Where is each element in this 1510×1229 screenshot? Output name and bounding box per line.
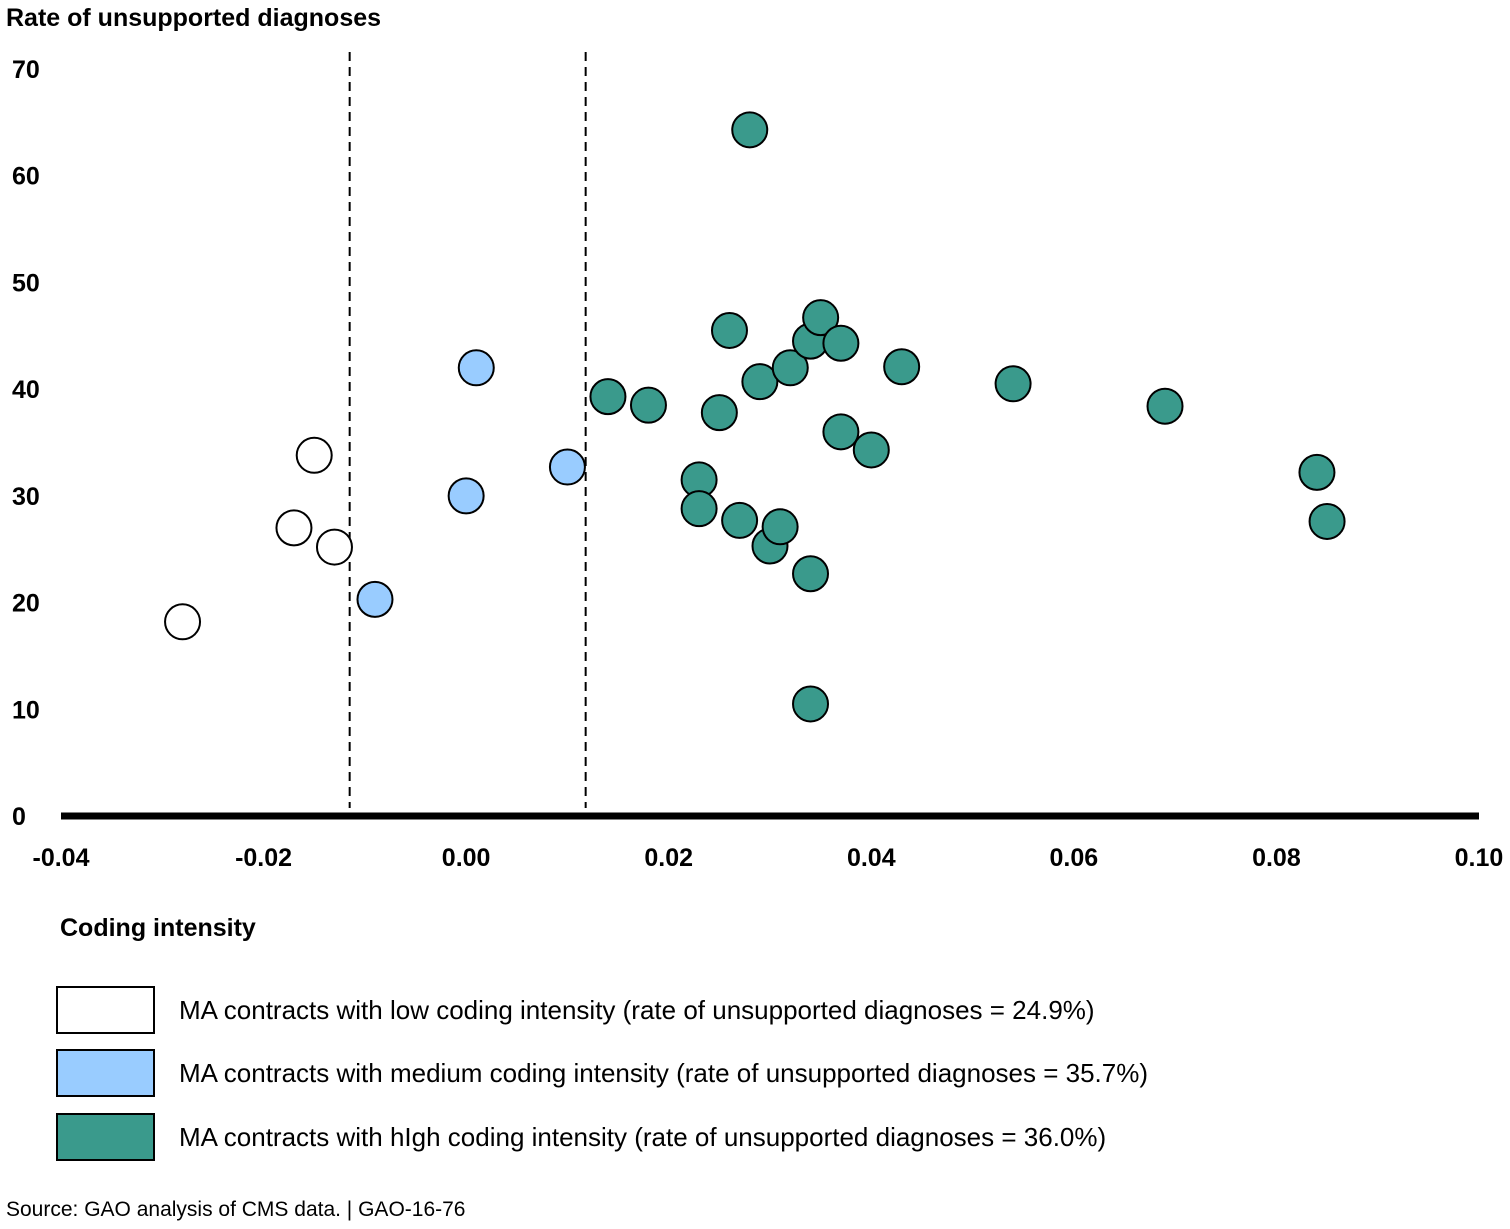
x-tick-label: -0.04 [33, 844, 90, 872]
point-high [1146, 387, 1184, 425]
scatter-chart: 0 10 20 30 40 50 60 70 -0.04 -0.02 0.00 0.02 0.04 0.… [12, 52, 1504, 872]
point-high [589, 378, 627, 416]
threshold-lines [348, 52, 587, 808]
point-medium [457, 349, 495, 387]
legend-item-medium: MA contracts with medium coding intensit… [56, 1048, 1148, 1098]
point-high [792, 555, 830, 593]
legend-item-low: MA contracts with low coding intensity (… [56, 985, 1095, 1035]
x-axis-ticks: -0.04 -0.02 0.00 0.02 0.04 0.06 0.08 0.10 [33, 844, 1504, 872]
source-note: Source: GAO analysis of CMS data. | GAO-… [6, 1198, 466, 1221]
x-tick-label: 0.00 [442, 844, 491, 872]
y-tick-label: 0 [12, 803, 26, 831]
point-high [852, 431, 890, 469]
y-axis-title: Rate of unsupported diagnoses [6, 4, 382, 32]
legend-swatch-low [56, 986, 155, 1034]
point-high [731, 111, 769, 149]
x-tick-label: -0.02 [235, 844, 292, 872]
y-tick-label: 50 [12, 269, 40, 297]
point-high [629, 386, 667, 424]
legend-label-low: MA contracts with low coding intensity (… [179, 994, 1095, 1025]
point-medium [447, 477, 485, 515]
y-tick-label: 30 [12, 483, 40, 511]
x-tick-label: 0.08 [1252, 844, 1301, 872]
point-low [164, 603, 202, 641]
point-low [275, 509, 313, 547]
y-tick-label: 40 [12, 376, 40, 404]
x-tick-label: 0.10 [1455, 844, 1504, 872]
legend-label-medium: MA contracts with medium coding intensit… [179, 1057, 1149, 1088]
point-high [802, 299, 840, 337]
point-medium [548, 448, 586, 486]
y-tick-label: 70 [12, 56, 40, 84]
point-high [883, 348, 921, 386]
point-high [822, 413, 860, 451]
x-tick-label: 0.04 [847, 844, 896, 872]
point-high [994, 365, 1032, 403]
y-tick-label: 20 [12, 590, 40, 618]
data-points [164, 111, 1346, 723]
point-high [1298, 453, 1336, 491]
y-tick-label: 60 [12, 163, 40, 191]
point-high [721, 501, 759, 539]
legend-swatch-medium [56, 1049, 155, 1097]
point-high [1308, 502, 1346, 540]
point-low [295, 436, 333, 474]
y-tick-label: 10 [12, 696, 40, 724]
x-tick-label: 0.06 [1050, 844, 1099, 872]
point-high [710, 311, 748, 349]
point-high [680, 490, 718, 528]
point-high [761, 508, 799, 546]
legend-swatch-high [56, 1113, 155, 1161]
point-low [315, 528, 353, 566]
point-high [771, 349, 809, 387]
y-axis-ticks: 0 10 20 30 40 50 60 70 [12, 56, 40, 831]
x-tick-label: 0.02 [644, 844, 693, 872]
point-high [741, 363, 779, 401]
point-high [792, 685, 830, 723]
legend-item-high: MA contracts with hIgh coding intensity … [56, 1112, 1106, 1162]
legend-title: Coding intensity [60, 914, 256, 942]
point-high [822, 324, 860, 362]
point-medium [356, 580, 394, 618]
legend-label-high: MA contracts with hIgh coding intensity … [179, 1121, 1107, 1152]
point-high [700, 394, 738, 432]
